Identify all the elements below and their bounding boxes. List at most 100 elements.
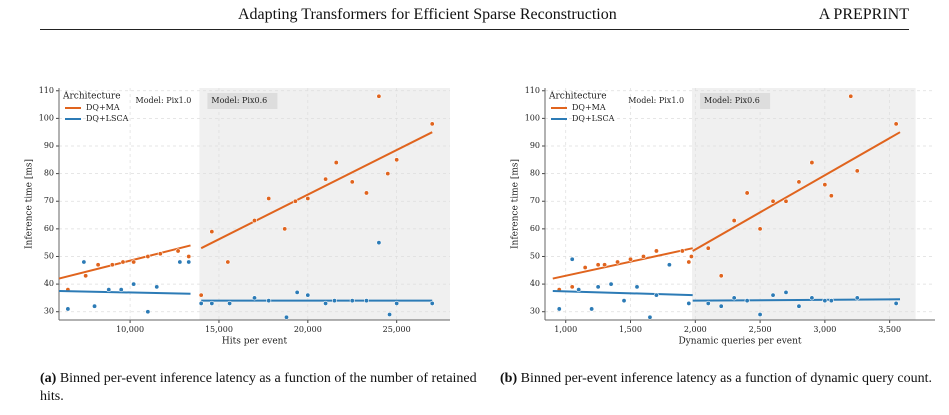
point — [688, 253, 694, 259]
point — [679, 248, 685, 254]
y-tick-label: 60 — [44, 224, 54, 233]
point — [145, 309, 151, 315]
legend-title: Architecture — [548, 92, 607, 102]
point — [653, 292, 659, 298]
caption-label: (b) — [500, 371, 518, 386]
point — [154, 284, 160, 290]
point — [576, 287, 582, 293]
point — [686, 259, 692, 265]
point — [757, 226, 763, 232]
point — [145, 253, 151, 259]
legend-label: DQ+LSCA — [572, 114, 615, 123]
point — [854, 295, 860, 301]
y-tick-label: 30 — [530, 307, 540, 316]
point — [266, 298, 272, 304]
point — [770, 292, 776, 298]
point — [394, 300, 400, 306]
fit-line — [58, 290, 191, 295]
x-tick-label: 1,000 — [554, 325, 577, 334]
point — [305, 195, 311, 201]
y-tick-label: 110 — [525, 86, 540, 95]
header-rule — [40, 29, 909, 30]
point — [209, 300, 215, 306]
y-tick-label: 90 — [530, 141, 540, 150]
point — [628, 256, 634, 262]
point — [666, 262, 672, 268]
y-tick-label: 80 — [44, 169, 54, 178]
point — [686, 300, 692, 306]
x-axis-label: Dynamic queries per event — [678, 337, 801, 347]
point — [349, 179, 355, 185]
point — [131, 281, 137, 287]
legend-label: DQ+LSCA — [86, 114, 129, 123]
y-tick-label: 100 — [525, 113, 540, 122]
point — [252, 295, 258, 301]
region-label: Model: Pix1.0 — [628, 96, 684, 105]
y-tick-label: 30 — [44, 307, 54, 316]
point — [653, 248, 659, 254]
point — [385, 171, 391, 177]
point — [582, 265, 588, 271]
point — [615, 259, 621, 265]
y-tick-label: 70 — [530, 196, 540, 205]
point — [893, 121, 899, 127]
y-axis-label: Inference time [ms] — [25, 159, 35, 249]
point — [783, 198, 789, 204]
point — [376, 93, 382, 99]
x-tick-label: 15,000 — [205, 325, 233, 334]
point — [809, 295, 815, 301]
y-tick-label: 40 — [530, 279, 540, 288]
point — [349, 298, 355, 304]
point — [828, 298, 834, 304]
caption: (b) Binned per-event inference latency a… — [500, 370, 940, 388]
point — [828, 193, 834, 199]
point — [305, 292, 311, 298]
point — [744, 190, 750, 196]
point — [266, 195, 272, 201]
y-tick-label: 90 — [44, 141, 54, 150]
point — [822, 182, 828, 188]
point — [731, 218, 737, 224]
point — [429, 121, 435, 127]
point — [65, 306, 71, 312]
point — [106, 287, 112, 293]
point — [647, 314, 653, 320]
point — [198, 292, 204, 298]
point — [227, 300, 233, 306]
point — [118, 287, 124, 293]
point — [292, 198, 298, 204]
point — [376, 240, 382, 246]
point — [331, 298, 337, 304]
point — [893, 300, 899, 306]
fit-line — [200, 131, 433, 250]
point — [595, 284, 601, 290]
point — [822, 298, 828, 304]
point — [640, 253, 646, 259]
point — [81, 259, 87, 265]
point — [131, 259, 137, 265]
fit-line — [552, 247, 693, 280]
x-tick-label: 2,500 — [749, 325, 772, 334]
legend-label: DQ+MA — [86, 103, 120, 112]
x-tick-label: 2,000 — [684, 325, 707, 334]
y-tick-label: 110 — [39, 86, 54, 95]
point — [783, 289, 789, 295]
point — [796, 179, 802, 185]
caption-label: (a) — [40, 371, 57, 386]
point — [157, 251, 163, 257]
point — [120, 259, 126, 265]
y-tick-label: 70 — [44, 196, 54, 205]
point — [323, 300, 329, 306]
point — [177, 259, 183, 265]
x-axis-label: Hits per event — [222, 337, 288, 347]
point — [848, 93, 854, 99]
point — [109, 262, 115, 268]
point — [282, 226, 288, 232]
point — [569, 256, 575, 262]
point — [283, 314, 289, 320]
point — [809, 160, 815, 166]
point — [387, 311, 393, 317]
legend-label: DQ+MA — [572, 103, 606, 112]
